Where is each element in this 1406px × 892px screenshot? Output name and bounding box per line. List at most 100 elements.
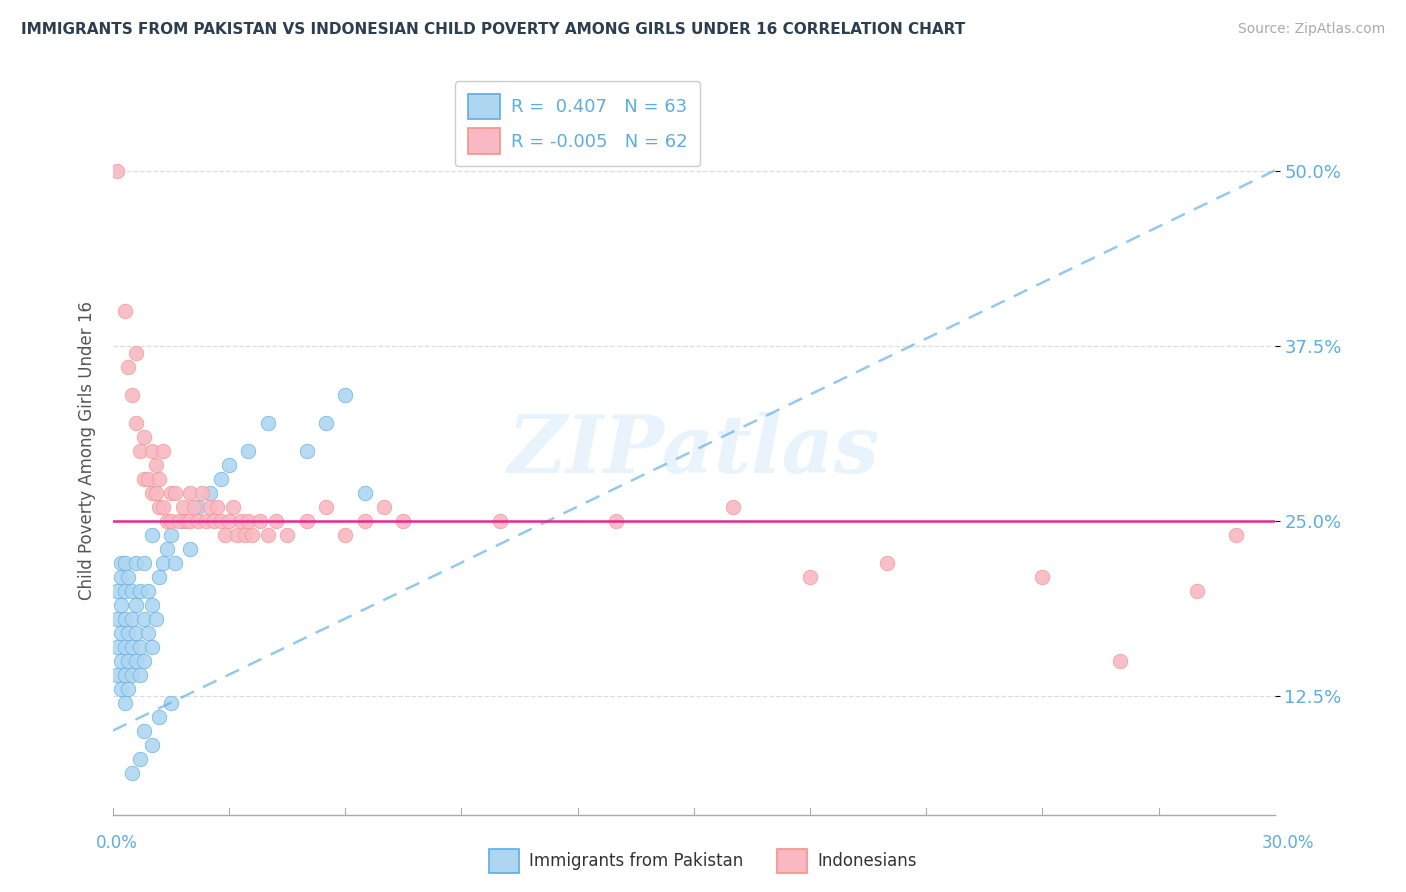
Point xyxy=(132,611,155,625)
Point xyxy=(179,541,201,556)
Point xyxy=(152,556,174,570)
Point xyxy=(105,163,128,178)
Point xyxy=(110,569,132,583)
Point xyxy=(117,569,139,583)
Point xyxy=(145,458,167,472)
Point xyxy=(256,416,278,430)
Point xyxy=(114,696,136,710)
Point xyxy=(117,654,139,668)
Point xyxy=(132,723,155,738)
Point xyxy=(121,640,143,654)
Point xyxy=(132,429,155,443)
Point xyxy=(1187,583,1209,598)
Point xyxy=(214,527,236,541)
Point xyxy=(110,556,132,570)
Point xyxy=(136,625,159,640)
Point xyxy=(373,500,395,514)
Point xyxy=(238,514,260,528)
Point xyxy=(315,416,337,430)
Point xyxy=(218,514,240,528)
Point xyxy=(125,416,148,430)
Y-axis label: Child Poverty Among Girls Under 16: Child Poverty Among Girls Under 16 xyxy=(79,301,96,600)
Point xyxy=(194,514,217,528)
Point xyxy=(315,500,337,514)
Point xyxy=(264,514,287,528)
Point xyxy=(353,485,375,500)
Point xyxy=(256,527,278,541)
Point xyxy=(132,556,155,570)
Text: ZIPatlas: ZIPatlas xyxy=(508,412,880,490)
Point xyxy=(125,556,148,570)
Point xyxy=(121,583,143,598)
Point xyxy=(335,527,357,541)
Point xyxy=(114,303,136,318)
Point xyxy=(110,625,132,640)
Point xyxy=(187,500,209,514)
Point xyxy=(249,514,271,528)
Point xyxy=(141,598,163,612)
Point xyxy=(114,667,136,681)
Point xyxy=(132,654,155,668)
Point xyxy=(876,556,898,570)
Point xyxy=(141,527,163,541)
Point xyxy=(335,387,357,401)
Point xyxy=(125,345,148,359)
Point xyxy=(125,625,148,640)
Point xyxy=(240,527,263,541)
Point xyxy=(132,472,155,486)
Point xyxy=(136,583,159,598)
Point xyxy=(218,458,240,472)
Point xyxy=(605,514,627,528)
Point xyxy=(167,514,190,528)
Point xyxy=(136,472,159,486)
Point xyxy=(238,443,260,458)
Legend: R =  0.407   N = 63, R = -0.005   N = 62: R = 0.407 N = 63, R = -0.005 N = 62 xyxy=(456,81,700,167)
Point xyxy=(160,485,183,500)
Point xyxy=(148,569,170,583)
Point xyxy=(148,472,170,486)
Point xyxy=(125,654,148,668)
Point xyxy=(117,681,139,696)
Point xyxy=(295,514,318,528)
Point xyxy=(202,514,225,528)
Point xyxy=(156,514,179,528)
Point xyxy=(114,640,136,654)
Point xyxy=(110,654,132,668)
Point xyxy=(1225,527,1247,541)
Point xyxy=(191,485,214,500)
Point xyxy=(179,514,201,528)
Point xyxy=(121,765,143,780)
Point xyxy=(129,640,152,654)
Point xyxy=(160,696,183,710)
Point xyxy=(721,500,744,514)
Point xyxy=(198,500,221,514)
Point xyxy=(114,556,136,570)
Point xyxy=(183,500,205,514)
Point xyxy=(141,485,163,500)
Point xyxy=(114,611,136,625)
Point xyxy=(1031,569,1053,583)
Point xyxy=(105,667,128,681)
Point xyxy=(148,709,170,723)
Point xyxy=(233,527,256,541)
Point xyxy=(129,583,152,598)
Point xyxy=(392,514,415,528)
Text: 0.0%: 0.0% xyxy=(96,834,138,852)
Text: Source: ZipAtlas.com: Source: ZipAtlas.com xyxy=(1237,22,1385,37)
Point xyxy=(129,667,152,681)
Text: IMMIGRANTS FROM PAKISTAN VS INDONESIAN CHILD POVERTY AMONG GIRLS UNDER 16 CORREL: IMMIGRANTS FROM PAKISTAN VS INDONESIAN C… xyxy=(21,22,966,37)
Point xyxy=(156,541,179,556)
Point xyxy=(160,514,183,528)
Point xyxy=(276,527,298,541)
Point xyxy=(105,583,128,598)
Point xyxy=(1108,654,1130,668)
Point xyxy=(187,514,209,528)
Point xyxy=(163,485,186,500)
Point xyxy=(179,485,201,500)
Legend: Immigrants from Pakistan, Indonesians: Immigrants from Pakistan, Indonesians xyxy=(482,842,924,880)
Point xyxy=(117,359,139,374)
Point xyxy=(121,667,143,681)
Point xyxy=(198,485,221,500)
Point xyxy=(176,514,198,528)
Point xyxy=(353,514,375,528)
